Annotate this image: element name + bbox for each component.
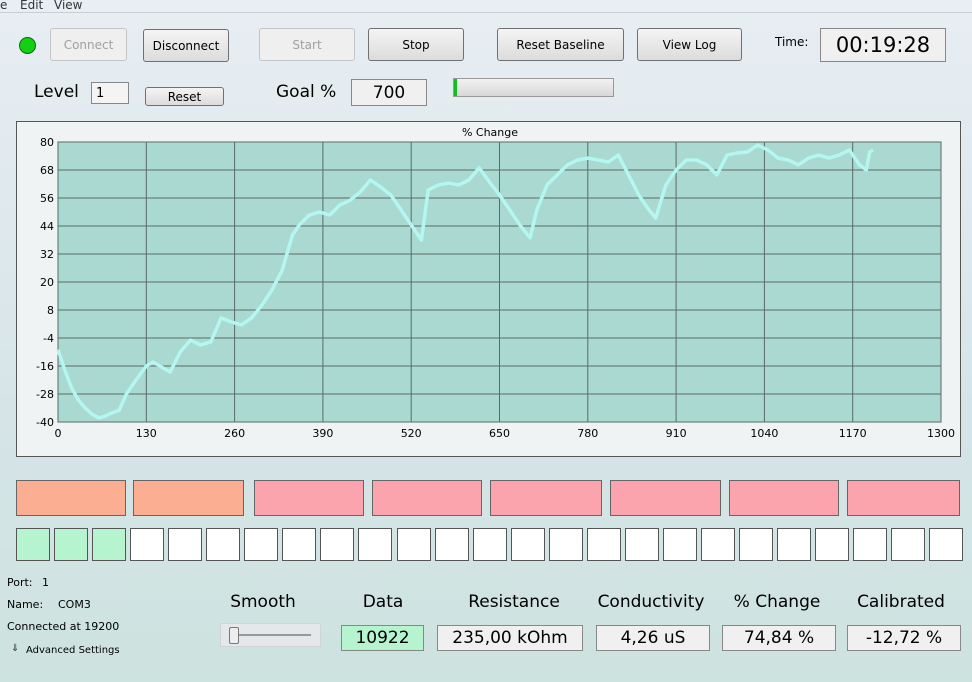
zone-indicator (729, 480, 839, 516)
port-label: Port: (7, 576, 33, 589)
time-label: Time: (775, 35, 809, 49)
y-tick-label: -4 (43, 332, 54, 345)
view-log-button[interactable]: View Log (637, 28, 742, 61)
y-tick-label: -28 (36, 388, 54, 401)
name-label: Name: (7, 598, 44, 611)
y-tick-label: 32 (40, 248, 54, 261)
level-indicator (168, 528, 203, 561)
x-tick-label: 780 (577, 427, 598, 440)
goal-label: Goal % (276, 82, 337, 102)
level-indicator (929, 528, 964, 561)
level-input[interactable]: 1 (91, 82, 129, 104)
level-indicator (434, 528, 469, 561)
level-indicator (206, 528, 241, 561)
zone-indicator (133, 480, 244, 516)
status-led (19, 37, 36, 54)
x-tick-label: 910 (666, 427, 687, 440)
level-indicator (282, 528, 317, 561)
zone-indicator (254, 480, 364, 516)
x-tick-label: 1170 (839, 427, 867, 440)
disconnect-button[interactable]: Disconnect (143, 29, 229, 62)
x-tick-label: 650 (489, 427, 510, 440)
readout-value: 10922 (341, 625, 424, 651)
stop-button[interactable]: Stop (368, 28, 464, 61)
progress-bar (453, 78, 614, 97)
connection-status: Connected at 19200 (7, 620, 120, 633)
readout-value: 74,84 % (722, 625, 836, 651)
x-tick-label: 0 (55, 427, 62, 440)
readout-label: Data (362, 592, 404, 612)
readout-label: % Change (733, 592, 821, 612)
readout-value: 235,00 kOhm (437, 625, 583, 651)
smooth-slider[interactable] (220, 623, 321, 647)
smooth-label: Smooth (230, 592, 296, 612)
level-indicator (244, 528, 279, 561)
y-tick-label: 44 (40, 220, 54, 233)
level-indicator (320, 528, 355, 561)
y-tick-label: 56 (40, 192, 54, 205)
zone-indicator (16, 480, 126, 516)
zone-indicator (610, 480, 721, 516)
menu-item[interactable]: Edit (20, 0, 44, 12)
y-tick-label: 20 (40, 276, 54, 289)
readout-value: -12,72 % (847, 625, 961, 651)
name-value: COM3 (58, 598, 91, 611)
x-tick-label: 1040 (750, 427, 778, 440)
connect-button[interactable]: Connect (50, 28, 127, 61)
level-indicator (358, 528, 393, 561)
zone-indicator (490, 480, 602, 516)
y-tick-label: 8 (47, 304, 54, 317)
y-tick-label: 68 (40, 164, 54, 177)
menu-separator (0, 12, 972, 13)
menu-item[interactable]: View (54, 0, 83, 12)
y-tick-label: -40 (36, 416, 54, 429)
level-indicator (662, 528, 697, 561)
readout-label: Calibrated (857, 592, 945, 612)
level-indicator (396, 528, 431, 561)
level-indicator (472, 528, 507, 561)
x-tick-label: 390 (312, 427, 333, 440)
y-tick-label: -16 (36, 360, 54, 373)
level-indicator (548, 528, 583, 561)
chart: % Change -40 -28 -16 -4 8 20 32 44 56 68 80 0 130 260… (16, 121, 961, 457)
level-indicator (54, 528, 89, 561)
chart-title: % Change (462, 126, 518, 139)
zone-indicator (847, 480, 960, 516)
x-tick-label: 260 (224, 427, 245, 440)
zone-indicator (372, 480, 482, 516)
menu-item[interactable]: e (0, 0, 8, 12)
level-indicator (624, 528, 659, 561)
level-indicator (510, 528, 545, 561)
level-indicator (92, 528, 127, 561)
level-indicator (891, 528, 926, 561)
x-tick-label: 1300 (927, 427, 955, 440)
level-reset-button[interactable]: Reset (145, 87, 224, 106)
time-display: 00:19:28 (820, 28, 946, 62)
reset-baseline-button[interactable]: Reset Baseline (497, 28, 624, 61)
readout-label: Conductivity (597, 592, 705, 612)
advanced-settings[interactable]: Advanced Settings (26, 645, 120, 656)
x-tick-label: 520 (401, 427, 422, 440)
readout-label: Resistance (468, 592, 560, 612)
level-label: Level (34, 82, 79, 102)
goal-input[interactable]: 700 (351, 79, 427, 106)
level-indicator (738, 528, 773, 561)
level-indicator (777, 528, 811, 561)
level-indicator (853, 528, 888, 561)
start-button[interactable]: Start (259, 28, 355, 61)
readout-value: 4,26 uS (596, 625, 710, 651)
chevron-icon: ⇓ (11, 643, 20, 654)
level-indicator (130, 528, 165, 561)
data-line (56, 143, 874, 420)
level-indicator (586, 528, 621, 561)
x-tick-label: 130 (136, 427, 157, 440)
port-value: 1 (42, 576, 49, 589)
level-indicator (700, 528, 735, 561)
level-indicator (16, 528, 50, 561)
level-indicator (815, 528, 850, 561)
y-tick-label: 80 (40, 136, 54, 149)
